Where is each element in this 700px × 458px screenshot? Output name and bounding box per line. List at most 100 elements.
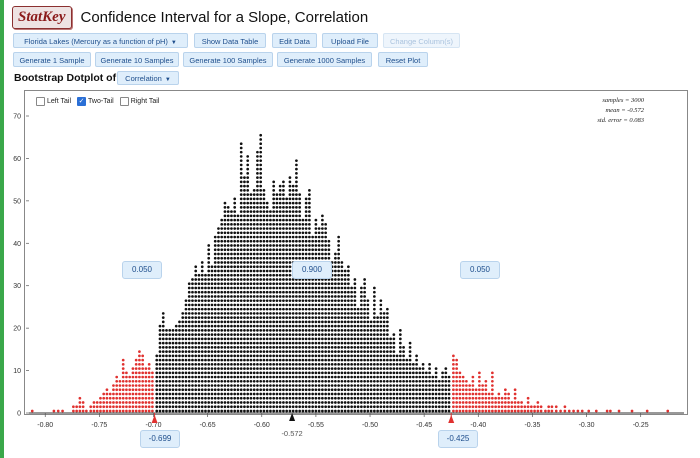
dot xyxy=(465,392,468,396)
dot xyxy=(256,324,259,328)
dot xyxy=(165,354,168,358)
generate-100-samples-button[interactable]: Generate 100 Samples xyxy=(183,52,273,67)
dot xyxy=(151,384,154,387)
dot xyxy=(547,409,551,413)
dot xyxy=(327,239,331,243)
dot xyxy=(220,299,224,303)
dot xyxy=(226,227,230,230)
dot xyxy=(452,384,455,387)
dot xyxy=(347,307,350,311)
dataset-dropdown[interactable]: Florida Lakes (Mercury as a function of … xyxy=(13,33,188,48)
dot xyxy=(334,282,337,286)
dot xyxy=(165,375,168,379)
upper-bound-value[interactable]: -0.425 xyxy=(438,430,478,448)
dot xyxy=(321,222,324,226)
dot xyxy=(415,401,418,404)
dot xyxy=(256,346,259,349)
dot xyxy=(217,307,220,311)
dot xyxy=(386,371,389,375)
dot xyxy=(402,375,405,379)
dot xyxy=(168,362,172,366)
left-tail-proportion[interactable]: 0.050 xyxy=(122,261,162,279)
dot xyxy=(223,396,227,400)
dot xyxy=(226,239,230,243)
left-tail-checkbox[interactable] xyxy=(36,97,45,106)
dot xyxy=(337,265,340,269)
right-tail-option[interactable]: Right Tail xyxy=(119,97,159,106)
middle-proportion[interactable]: 0.900 xyxy=(292,261,332,279)
dot xyxy=(269,248,272,252)
change-columns-button[interactable]: Change Column(s) xyxy=(383,33,460,48)
dot xyxy=(191,371,194,375)
dot xyxy=(481,409,484,413)
dot xyxy=(468,384,471,387)
statistic-dropdown[interactable]: Correlation ▼ xyxy=(117,71,179,85)
dot xyxy=(243,295,246,298)
dot xyxy=(171,375,175,379)
dot xyxy=(291,379,295,383)
dot xyxy=(291,362,295,366)
dot xyxy=(304,350,308,353)
statkey-logo[interactable]: StatKey xyxy=(12,5,72,29)
dot xyxy=(161,358,165,362)
dot xyxy=(181,375,185,379)
upload-file-button[interactable]: Upload File xyxy=(322,33,378,48)
dot xyxy=(220,341,224,345)
dot xyxy=(233,239,237,243)
generate-1000-samples-button[interactable]: Generate 1000 Samples xyxy=(277,52,372,67)
dot xyxy=(340,354,344,358)
generate-1-sample-button[interactable]: Generate 1 Sample xyxy=(13,52,91,67)
dot xyxy=(337,409,340,413)
dot xyxy=(168,354,172,358)
dot xyxy=(191,350,194,353)
dot xyxy=(230,409,233,413)
dot xyxy=(405,396,409,400)
dot xyxy=(256,362,259,366)
dot xyxy=(220,312,224,315)
dot xyxy=(200,299,204,303)
dot xyxy=(295,375,298,379)
dot xyxy=(405,362,409,366)
dot xyxy=(282,307,285,311)
dot xyxy=(239,367,243,370)
dot xyxy=(165,379,168,383)
dot xyxy=(321,396,324,400)
dot xyxy=(327,341,331,345)
lower-bound-value[interactable]: -0.699 xyxy=(140,430,180,448)
dot xyxy=(275,388,279,392)
dot xyxy=(402,362,405,366)
two-tail-option[interactable]: ✓ Two-Tail xyxy=(77,97,114,106)
dot xyxy=(204,392,207,396)
dot xyxy=(317,333,321,336)
dot xyxy=(246,197,250,201)
dot xyxy=(243,290,246,294)
dot xyxy=(204,388,207,392)
dot xyxy=(353,371,357,375)
two-tail-checkbox[interactable]: ✓ xyxy=(77,97,86,106)
dot xyxy=(125,409,128,413)
dot xyxy=(184,384,188,387)
dot xyxy=(363,295,366,298)
reset-plot-button[interactable]: Reset Plot xyxy=(378,52,428,67)
right-tail-proportion[interactable]: 0.050 xyxy=(460,261,500,279)
dot xyxy=(161,401,165,404)
dot xyxy=(343,379,347,383)
generate-10-samples-button[interactable]: Generate 10 Samples xyxy=(95,52,179,67)
dot xyxy=(311,405,315,409)
dot xyxy=(210,320,214,324)
dot xyxy=(366,379,370,383)
dot xyxy=(291,320,295,324)
edit-data-button[interactable]: Edit Data xyxy=(272,33,317,48)
dot xyxy=(178,384,181,387)
dot xyxy=(191,341,194,345)
dot xyxy=(194,320,198,324)
dot xyxy=(529,409,533,413)
dot xyxy=(105,388,109,392)
left-tail-option[interactable]: Left Tail xyxy=(36,97,71,106)
right-tail-checkbox[interactable] xyxy=(119,97,129,106)
dot xyxy=(645,409,649,413)
dot xyxy=(134,379,138,383)
show-data-table-button[interactable]: Show Data Table xyxy=(194,33,266,48)
dot xyxy=(317,354,321,358)
dot xyxy=(295,333,298,336)
